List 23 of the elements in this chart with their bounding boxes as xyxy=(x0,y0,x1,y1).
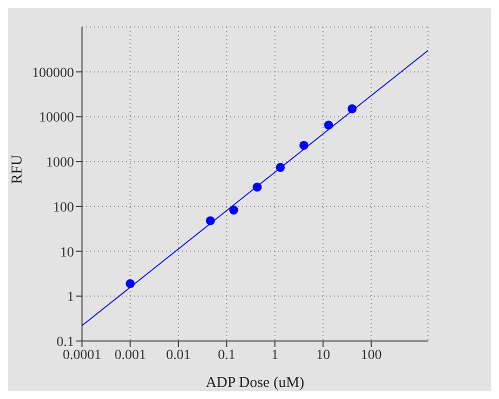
point xyxy=(348,104,357,114)
x-tick-label: 0.001 xyxy=(114,348,146,363)
y-axis-title: RFU xyxy=(9,154,26,184)
y-tick-label: 0.1 xyxy=(56,334,74,350)
point xyxy=(299,140,308,150)
y-tick-label: 1000 xyxy=(46,156,74,171)
x-tick-label: 100 xyxy=(360,348,382,363)
point xyxy=(276,162,285,172)
x-tick-label: 0.0001 xyxy=(62,348,102,363)
y-tick-label: 1 xyxy=(67,290,74,306)
x-tick-label: 1 xyxy=(271,348,278,363)
x-axis-title: ADP Dose (uM) xyxy=(206,375,304,391)
x-tick-label: 0.1 xyxy=(218,348,236,363)
y-tick-label: 10000 xyxy=(39,110,74,126)
x-tick-label: 0.01 xyxy=(166,348,191,363)
point xyxy=(229,206,238,215)
x-tick-label: 10 xyxy=(316,348,330,363)
point xyxy=(206,216,215,226)
y-tick-label: 100000 xyxy=(32,66,74,81)
point xyxy=(252,182,262,192)
y-tick-label: 100 xyxy=(53,200,74,216)
point xyxy=(324,120,334,130)
y-tick-label: 10 xyxy=(60,245,74,260)
